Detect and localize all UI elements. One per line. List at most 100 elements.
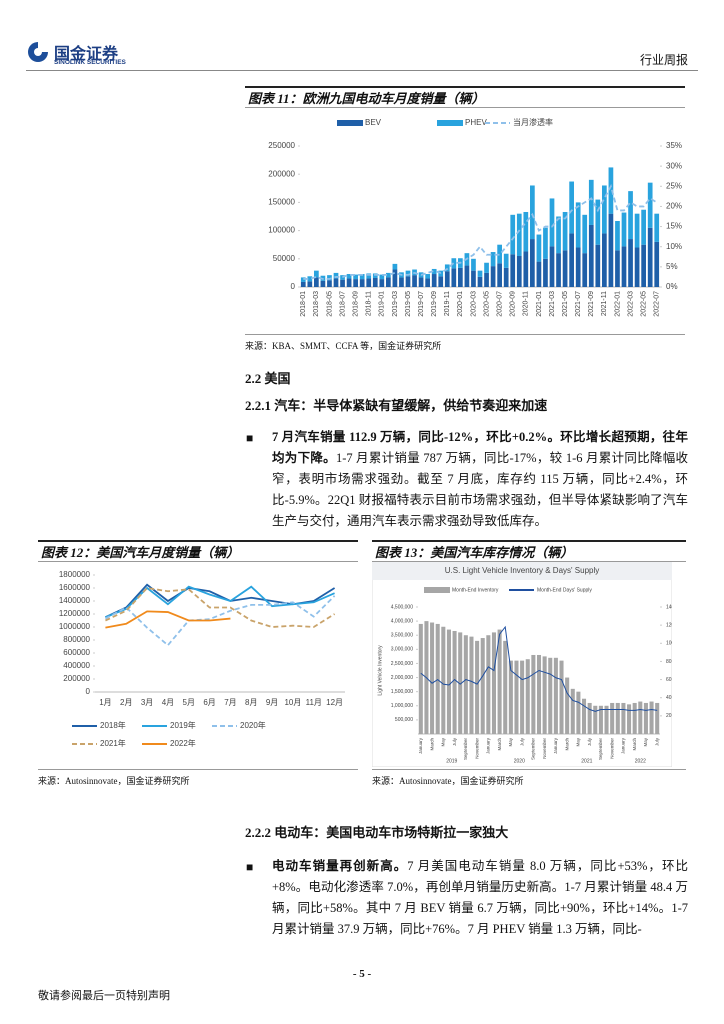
bar [372, 277, 378, 287]
bar [615, 250, 620, 287]
bar [576, 691, 581, 734]
bar [520, 660, 525, 734]
bar [632, 702, 637, 734]
bar [549, 246, 555, 287]
bar [570, 688, 575, 734]
bar [641, 244, 646, 287]
figure-source: 来源：Autosinnovate，国金证券研究所 [38, 769, 358, 787]
legend-label: 2020年 [240, 720, 266, 730]
x-tick-label: 2020-03 [470, 291, 477, 317]
x-tick-label: November [474, 738, 479, 759]
x-tick-label: 2019-01 [379, 291, 386, 317]
bar [556, 216, 561, 254]
bar [320, 280, 326, 287]
y-tick-label: 4,500,000 [391, 604, 413, 610]
bar [353, 274, 358, 280]
bar [569, 233, 574, 287]
bar [556, 253, 561, 287]
y-tick-label: 0 [86, 687, 91, 696]
y-tick-label: 0 [291, 282, 296, 291]
bar [314, 270, 319, 278]
chart: 0 50000 100000 150000 200000 250000 0% 5% 10% 15%… [268, 117, 682, 317]
x-tick-label: 2019-07 [418, 291, 425, 317]
x-tick-label: September [463, 738, 468, 761]
bar [593, 705, 598, 734]
x-tick-label: May [508, 737, 513, 746]
y-axis-title: Light Vehicle Inventory [377, 645, 383, 696]
bullet: ■ [246, 431, 254, 445]
y-tick-label: 200000 [63, 674, 90, 683]
x-tick-label: May [576, 737, 581, 746]
bar [654, 213, 660, 242]
bar [628, 191, 633, 240]
bar [327, 280, 332, 287]
y-tick-label: 1,500,000 [391, 689, 413, 695]
line [104, 595, 336, 647]
bar [314, 277, 319, 287]
x-tick-label: 2019-05 [405, 291, 412, 317]
bar [516, 213, 522, 256]
bar [463, 635, 468, 734]
legend-label: BEV [365, 118, 382, 127]
legend-swatch [424, 587, 450, 593]
y-tick-label: 250000 [268, 141, 295, 150]
legend-label: 2022年 [170, 738, 196, 748]
figure-source: 来源：Autosinnovate，国金证券研究所 [372, 769, 686, 787]
y-tick-label: 1400000 [59, 596, 91, 605]
bar [654, 241, 660, 287]
bar [647, 227, 653, 287]
paragraph-lead: 电动车销量再创新高。 [272, 859, 408, 873]
x-tick-label: 9月 [266, 698, 278, 707]
bar [446, 629, 451, 734]
bar [405, 270, 411, 277]
bullet: ■ [246, 860, 254, 874]
x-tick-label: 2018-11 [366, 291, 373, 316]
x-tick-label: 2018-03 [313, 291, 320, 317]
legend-label: Month-End Days' Supply [537, 587, 592, 593]
legend-label: 2018年 [100, 720, 126, 730]
y-tick-label: 1800000 [59, 570, 91, 579]
bar [405, 276, 411, 287]
bar [548, 657, 553, 734]
x-tick-label: 2020-05 [483, 291, 490, 317]
x-tick-label: March [564, 738, 569, 751]
year-label: 2020 [514, 758, 525, 764]
bar [581, 698, 587, 734]
bar [615, 702, 620, 734]
x-tick-label: 2022-07 [654, 291, 661, 317]
bar [621, 212, 627, 247]
line [105, 587, 336, 628]
x-tick-label: 2022-05 [640, 291, 647, 317]
x-tick-label: 2021-07 [575, 291, 582, 317]
bar [444, 271, 450, 287]
y2-tick-label: 40 [666, 695, 672, 701]
x-tick-label: 2018-07 [339, 291, 346, 317]
x-tick-label: 2021-03 [549, 291, 556, 317]
bar [346, 278, 352, 287]
x-tick-label: November [609, 738, 614, 759]
x-tick-label: 2022-01 [614, 291, 621, 317]
y-tick-label: 3,500,000 [391, 633, 413, 639]
bar [359, 274, 365, 280]
bar [503, 267, 509, 287]
figure-caption: 图表 11：欧洲九国电动车月度销量（辆） [245, 86, 685, 108]
bar [475, 640, 480, 734]
bar [458, 267, 463, 287]
bar [503, 253, 509, 268]
bar [559, 660, 564, 734]
y2-tick-label: 80 [666, 659, 672, 665]
bar [565, 677, 570, 734]
x-tick-label: 10月 [284, 698, 301, 707]
x-tick-label: 12月 [326, 698, 343, 707]
x-tick-label: March [497, 738, 502, 751]
y-tick-label: 600000 [63, 648, 90, 657]
paragraph-body: 1-7 月累计销量 787 万辆，同比-17%，较 1-6 月累计同比降幅收窄，… [272, 451, 688, 528]
x-tick-label: March [429, 738, 434, 751]
bar [452, 630, 457, 734]
bar [525, 659, 530, 734]
bar [441, 626, 446, 734]
bar [399, 277, 404, 287]
bar [366, 278, 372, 287]
bar [638, 701, 643, 734]
bar [508, 660, 513, 734]
